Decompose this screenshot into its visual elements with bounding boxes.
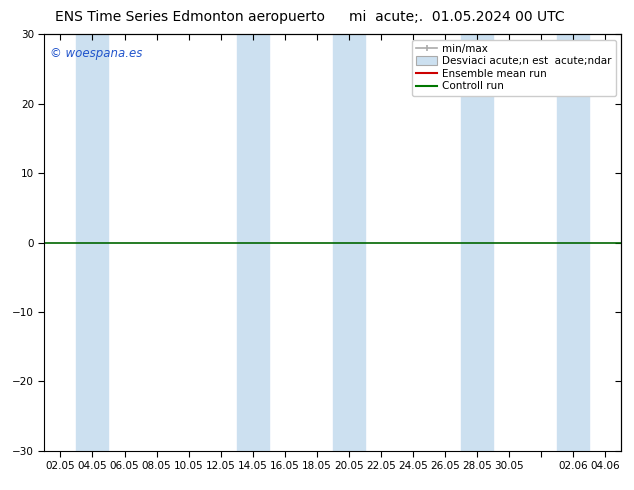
Bar: [557, 34, 589, 451]
Bar: [236, 34, 269, 451]
Text: © woespana.es: © woespana.es: [50, 47, 143, 60]
Bar: [77, 34, 108, 451]
Bar: [461, 34, 493, 451]
Text: mi  acute;.  01.05.2024 00 UTC: mi acute;. 01.05.2024 00 UTC: [349, 10, 564, 24]
Text: ENS Time Series Edmonton aeropuerto: ENS Time Series Edmonton aeropuerto: [55, 10, 325, 24]
Bar: [333, 34, 365, 451]
Legend: min/max, Desviaci acute;n est  acute;ndar, Ensemble mean run, Controll run: min/max, Desviaci acute;n est acute;ndar…: [412, 40, 616, 96]
